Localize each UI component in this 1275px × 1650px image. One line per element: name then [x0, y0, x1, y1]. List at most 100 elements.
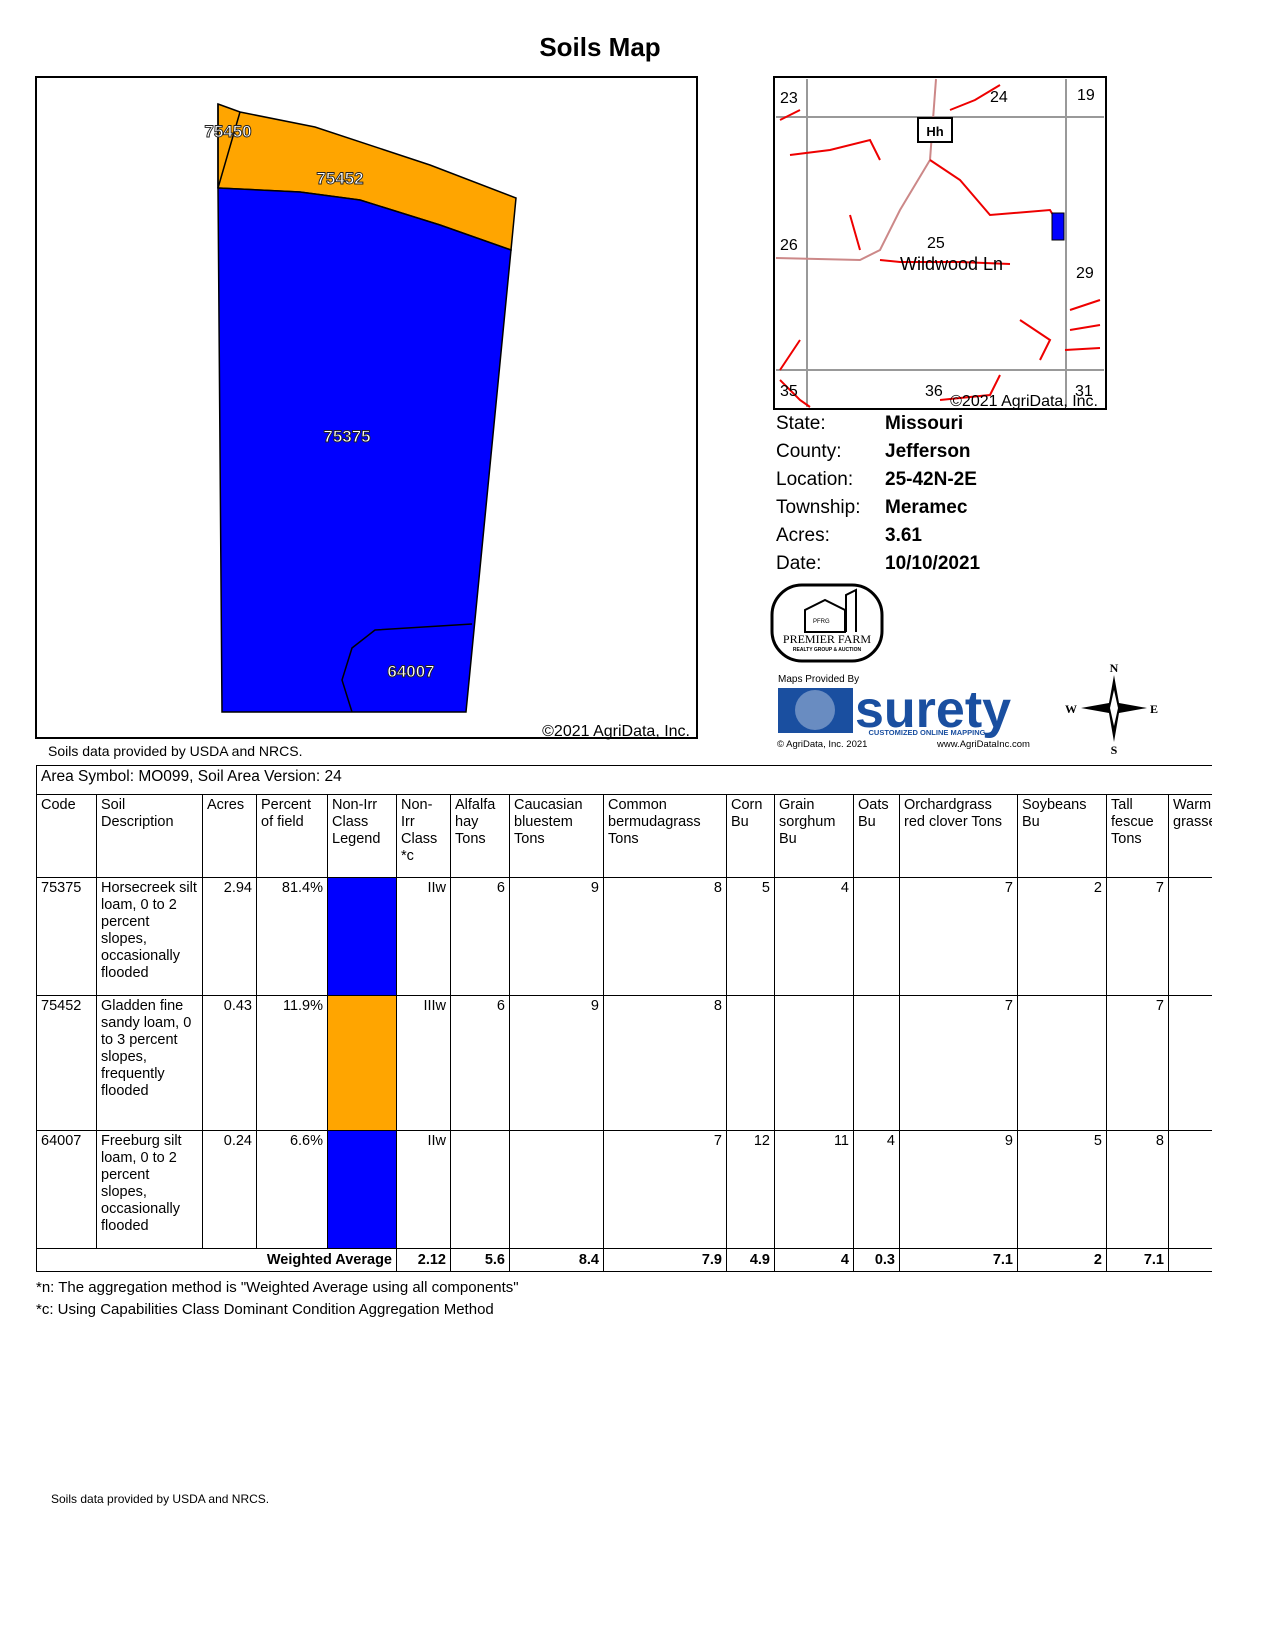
header-row: Code Soil Description Acres Percent of fiel…	[36, 794, 1212, 878]
soil-75375	[217, 187, 512, 713]
logo-text: © AgriData, Inc. 2021	[777, 739, 867, 750]
weighted-row: Weighted Average 2.12 5.6 8.4 7.9 4.9 4 0.3 7.1 2…	[36, 1248, 1212, 1272]
cell: 4	[774, 877, 854, 996]
header-cell: Non-Irr Class Legend	[327, 794, 397, 878]
locator-label: Wildwood Ln	[900, 254, 1003, 274]
soil-table: Area Symbol: MO099, Soil Area Version: 2…	[36, 765, 1212, 1272]
cell: 11.9%	[256, 995, 328, 1131]
weighted-cell: 2.12	[396, 1248, 451, 1272]
area-row: Area Symbol: MO099, Soil Area Version: 2…	[36, 765, 1212, 795]
cell: 7	[899, 877, 1018, 996]
map-source: Soils data provided by USDA and NRCS.	[48, 743, 303, 759]
cell: 8	[603, 877, 727, 996]
cell	[450, 1130, 510, 1249]
cell: Freeburg silt loam, 0 to 2 percent slope…	[96, 1130, 203, 1249]
header-cell: Oats Bu	[853, 794, 900, 878]
info-label: State:	[776, 413, 826, 434]
info-value: 3.61	[885, 525, 922, 546]
cell	[509, 1130, 604, 1249]
legend-cell	[327, 1130, 397, 1249]
cell: Gladden fine sandy loam, 0 to 3 percent …	[96, 995, 203, 1131]
weighted-cell: 7.1	[899, 1248, 1018, 1272]
cell: IIw	[396, 1130, 451, 1249]
logo-text: PREMIER FARM	[783, 632, 871, 646]
header-cell: Grain sorghum Bu	[774, 794, 854, 878]
cell: 5	[726, 877, 775, 996]
map-frame	[35, 76, 698, 739]
weighted-cell: 5.6	[450, 1248, 510, 1272]
locator-label: Hh	[926, 124, 943, 139]
info-value: Missouri	[885, 413, 964, 434]
locator-label: 35	[780, 383, 798, 400]
weighted-cell: 8.4	[509, 1248, 604, 1272]
logo-text: REALTY GROUP & AUCTION	[793, 647, 862, 653]
cell: IIw	[396, 877, 451, 996]
cell: 9	[899, 1130, 1018, 1249]
info-value: Meramec	[885, 497, 968, 518]
locator-parcel	[1051, 212, 1065, 241]
header-cell: Alfalfa hay Tons	[450, 794, 510, 878]
cell: 81.4%	[256, 877, 328, 996]
surety-logo: Maps Provided By surety CUSTOMIZED ONLIN…	[777, 674, 1030, 750]
weighted-cell: 4.9	[726, 1248, 775, 1272]
data-row: 75375 Horsecreek silt loam, 0 to 2 percen…	[36, 877, 1212, 996]
roads	[779, 84, 1101, 408]
maps: 75450 75452 75375 64007 ©2021 AgriData, …	[35, 76, 1158, 757]
compass: N E S W	[1065, 661, 1158, 757]
hh-shield	[917, 117, 953, 143]
cell	[774, 995, 854, 1131]
cell: 11	[774, 1130, 854, 1249]
cell: 9	[509, 995, 604, 1131]
cell: 7	[1106, 877, 1169, 996]
weighted-cell: 7.9	[603, 1248, 727, 1272]
locator-label: 31	[1075, 383, 1093, 400]
logo-text: Maps Provided By	[778, 674, 859, 685]
area-cell: Area Symbol: MO099, Soil Area Version: 2…	[36, 765, 1212, 795]
header-cell: Common bermudagrass Tons	[603, 794, 727, 878]
cell: 75375	[36, 877, 97, 996]
note: *c: Using Capabilities Class Dominant Co…	[36, 1301, 494, 1318]
cell: IIIw	[396, 995, 451, 1131]
soil-75450-edge	[217, 104, 241, 189]
compass-label: N	[1110, 661, 1119, 675]
cell: 0.24	[202, 1130, 257, 1249]
locator-labels: 23 24 19 Hh 26 25 Wildwood Ln 29 35 36 3…	[780, 87, 1098, 410]
locator-copyright: ©2021 AgriData, Inc.	[950, 393, 1098, 410]
info-label: Acres:	[776, 525, 830, 546]
weighted-cell	[1167, 1248, 1212, 1272]
cell: 64007	[36, 1130, 97, 1249]
data-row: 75452 Gladden fine sandy loam, 0 to 3 per…	[36, 995, 1212, 1131]
info-label: Date:	[776, 553, 822, 574]
info-label: Location:	[776, 469, 854, 490]
logo-text: PFRG	[813, 619, 830, 625]
premier-logo: PFRG PREMIER FARM REALTY GROUP & AUCTION	[770, 583, 884, 663]
compass-label: S	[1111, 743, 1118, 757]
legend-cell	[327, 877, 397, 996]
map-label: 64007	[387, 662, 434, 681]
header-cell: Non-Irr Class *c	[396, 794, 451, 878]
cell: 7	[603, 1130, 727, 1249]
cell: 2.94	[202, 877, 257, 996]
locator-label: 26	[780, 237, 798, 254]
info-value: 25-42N-2E	[885, 469, 977, 490]
map-label: 75375	[323, 427, 370, 446]
cell: 8	[603, 995, 727, 1131]
locator-label: 29	[1076, 265, 1094, 282]
note: *n: The aggregation method is "Weighted …	[36, 1279, 519, 1296]
cell: 75452	[36, 995, 97, 1131]
header-cell: Percent of field	[256, 794, 328, 878]
legend-cell	[327, 995, 397, 1131]
cell: 7	[1106, 995, 1169, 1131]
cell: 0.43	[202, 995, 257, 1131]
cell: 6	[450, 877, 510, 996]
weighted-cell: 0.3	[853, 1248, 900, 1272]
logo-text: www.AgriDataInc.com	[936, 739, 1030, 750]
locator-label: 23	[780, 90, 798, 107]
info-label: Township:	[776, 497, 861, 518]
logo-text: CUSTOMIZED ONLINE MAPPING	[869, 728, 986, 737]
cell	[1167, 877, 1212, 996]
cell	[853, 995, 900, 1131]
cell	[1167, 995, 1212, 1131]
info-value: Jefferson	[885, 441, 971, 462]
